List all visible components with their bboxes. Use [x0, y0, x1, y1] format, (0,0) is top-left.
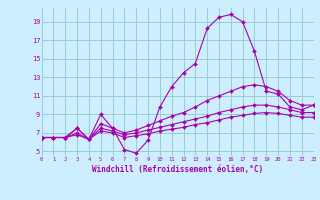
X-axis label: Windchill (Refroidissement éolien,°C): Windchill (Refroidissement éolien,°C) — [92, 165, 263, 174]
